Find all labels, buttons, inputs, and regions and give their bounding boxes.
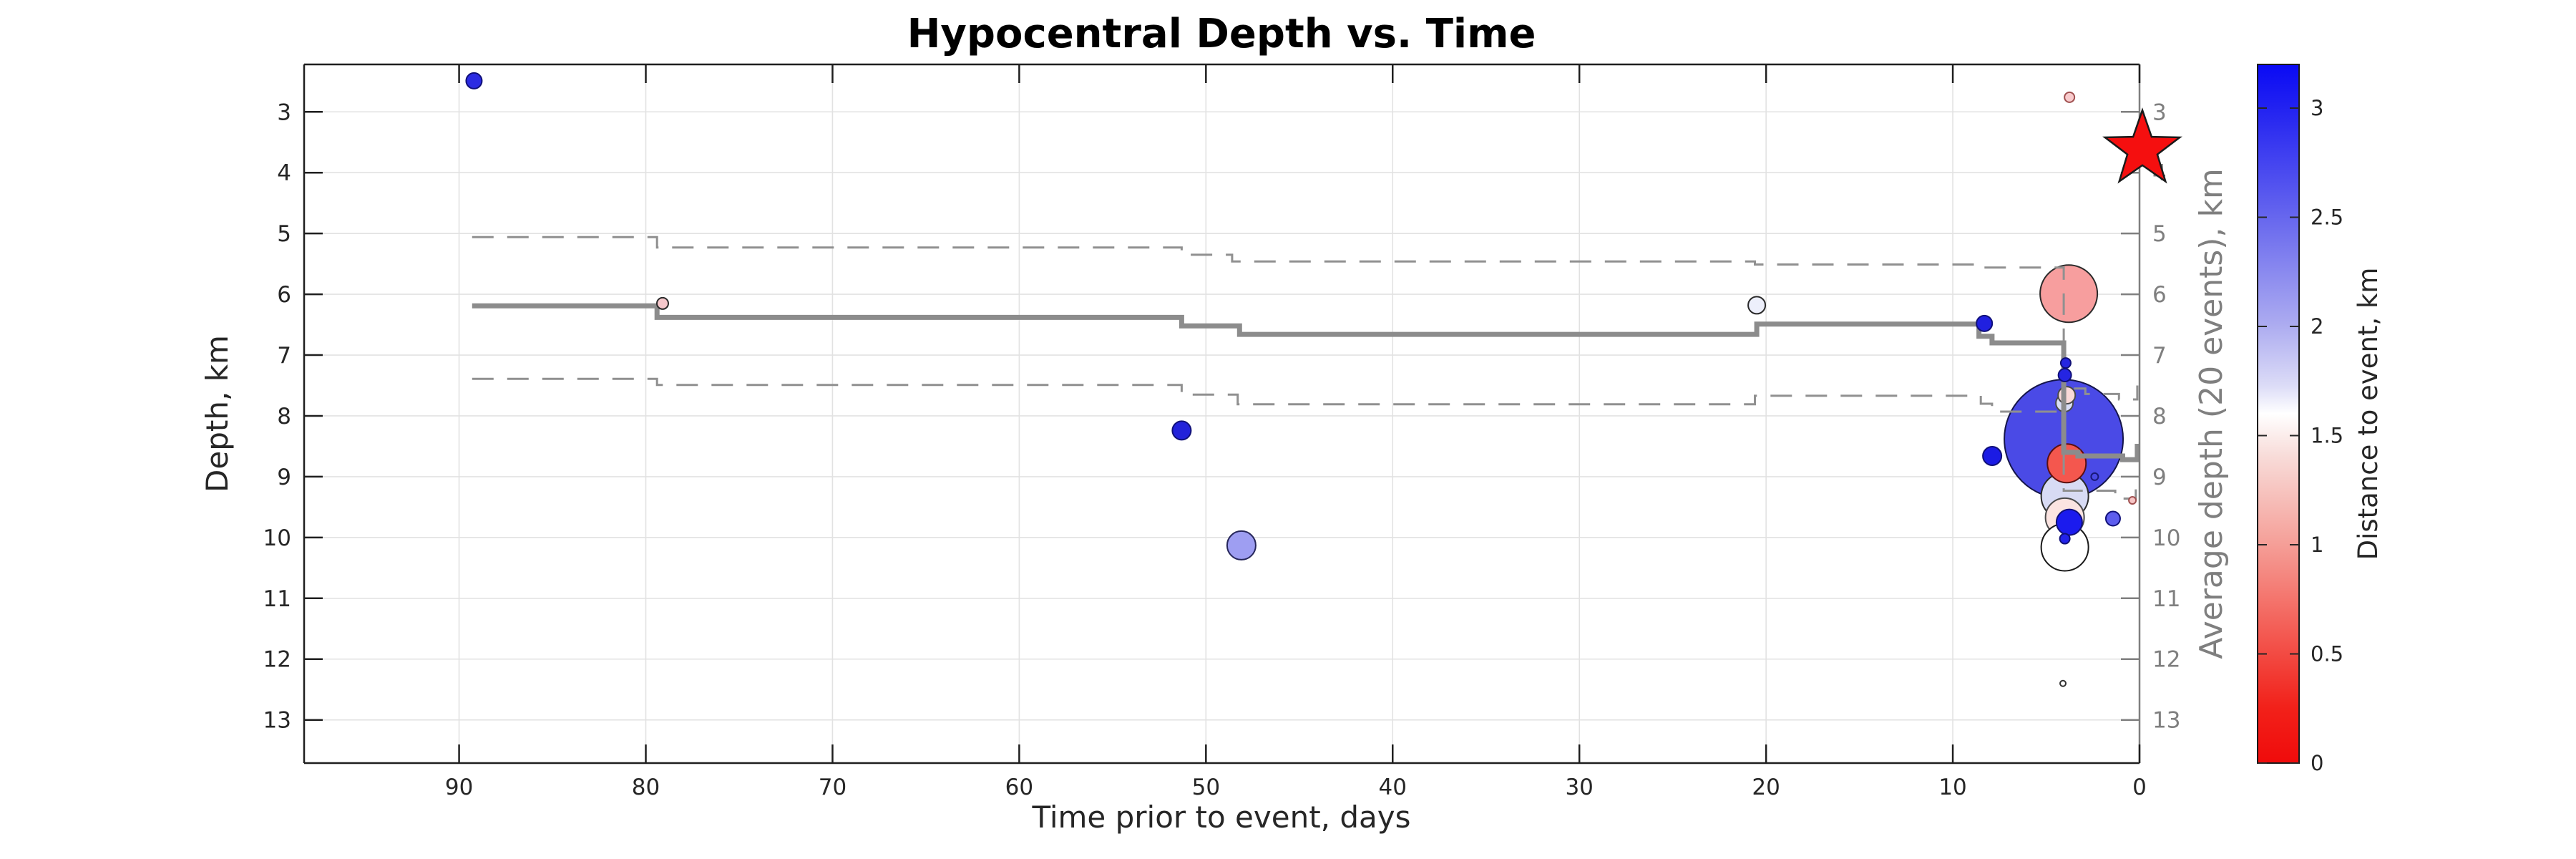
- grid-layer: [304, 64, 2140, 763]
- x-tick-label: 0: [2132, 775, 2147, 800]
- scatter-point: [1976, 314, 1994, 332]
- y-tick-label-left: 8: [277, 404, 291, 430]
- scatter-point: [2059, 679, 2067, 687]
- y-tick-label-left: 10: [263, 525, 291, 551]
- scatter-point: [1982, 446, 2003, 467]
- mainshock-star-layer: [2102, 107, 2182, 184]
- x-tick-label: 40: [1379, 775, 1407, 800]
- colorbar-tick-label: 2.5: [2311, 205, 2343, 230]
- scatter-point: [465, 72, 483, 89]
- y-tick-label-left: 11: [263, 586, 291, 612]
- scatter-point: [2090, 472, 2099, 481]
- x-tick-label: 10: [1938, 775, 1966, 800]
- y-tick-label-right: 9: [2152, 465, 2167, 490]
- y-tick-label-right: 8: [2152, 404, 2167, 430]
- scatter-point: [2055, 508, 2083, 536]
- colorbar-label: Distance to event, km: [2353, 268, 2384, 560]
- y-tick-label-right: 3: [2152, 100, 2167, 125]
- y-tick-label-left: 13: [263, 708, 291, 734]
- axes-layer: 9080706050403020100345678910111213345678…: [263, 63, 2180, 800]
- std-upper-dashed-line: [472, 236, 2139, 401]
- scatter-point: [2059, 533, 2071, 545]
- y-tick-label-left: 3: [277, 100, 291, 125]
- y-axis-label-left: Depth, km: [200, 335, 235, 492]
- x-tick-label: 70: [819, 775, 847, 800]
- scatter-point: [1747, 296, 1767, 315]
- y-tick-label-right: 7: [2152, 343, 2167, 369]
- y-tick-label-right: 13: [2152, 708, 2180, 734]
- scatter-point: [655, 296, 669, 310]
- scatter-point: [2104, 510, 2121, 527]
- scatter-point: [2057, 368, 2072, 383]
- x-tick-label: 50: [1192, 775, 1220, 800]
- y-tick-label-left: 9: [277, 465, 291, 490]
- scatter-point: [2046, 443, 2087, 484]
- scatter-point: [2064, 91, 2076, 103]
- scatter-front-layer: [465, 72, 2137, 687]
- x-tick-label: 60: [1005, 775, 1033, 800]
- x-tick-label: 30: [1565, 775, 1593, 800]
- y-tick-label-right: 10: [2152, 525, 2180, 551]
- scatter-point: [2128, 496, 2137, 505]
- colorbar-tick-label: 1.5: [2311, 424, 2343, 448]
- average-depth-step-line: [472, 303, 2140, 462]
- x-axis-label: Time prior to event, days: [1031, 800, 1410, 835]
- x-tick-label: 80: [632, 775, 660, 800]
- std-lower-dashed-line: [472, 377, 2137, 500]
- average-lines-layer: [472, 236, 2140, 500]
- y-tick-label-right: 6: [2152, 282, 2167, 308]
- y-tick-label-left: 7: [277, 343, 291, 369]
- scatter-point: [2057, 386, 2077, 405]
- colorbar-tick-label: 1: [2311, 533, 2323, 557]
- y-tick-label-right: 12: [2152, 647, 2180, 673]
- y-tick-label-left: 12: [263, 647, 291, 673]
- y-tick-label-right: 11: [2152, 586, 2180, 612]
- colorbar: 0 0.5 1 1.5 2 2.5 3: [2257, 64, 2343, 775]
- colorbar-tick-label: 3: [2311, 96, 2323, 120]
- y-tick-label-left: 6: [277, 282, 291, 308]
- x-tick-label: 90: [445, 775, 473, 800]
- y-tick-label-left: 4: [277, 160, 291, 186]
- y-tick-label-right: 5: [2152, 221, 2167, 247]
- colorbar-gradient-bar: [2257, 64, 2300, 764]
- x-tick-label: 20: [1752, 775, 1780, 800]
- scatter-point: [1226, 530, 1257, 560]
- colorbar-tick-label: 0.5: [2311, 642, 2343, 666]
- scatter-mid-layer: [1226, 264, 2124, 572]
- colorbar-tick-label: 0: [2311, 751, 2323, 775]
- mainshock-star-icon: [2102, 107, 2182, 184]
- scatter-point: [2039, 264, 2099, 324]
- scatter-point: [1171, 420, 1192, 441]
- y-axis-label-right: Average depth (20 events), km: [2193, 168, 2230, 659]
- scatter-point: [2059, 357, 2072, 369]
- y-tick-label-left: 5: [277, 221, 291, 247]
- colorbar-tick-label: 2: [2311, 314, 2323, 339]
- chart-title: Hypocentral Depth vs. Time: [907, 11, 1536, 57]
